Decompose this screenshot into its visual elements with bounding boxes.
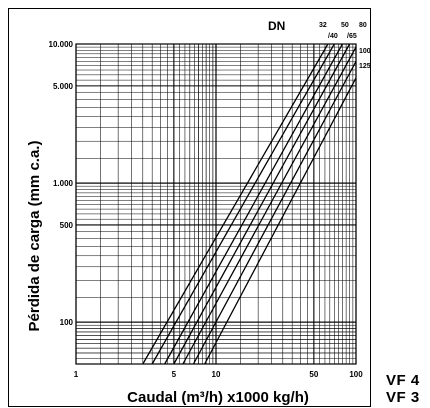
series-label-dn-50: 50 (341, 22, 349, 29)
series-label-dn-40: /40 (328, 33, 338, 40)
legend-title: DN (268, 19, 285, 33)
series-label-dn-32: 32 (319, 22, 327, 29)
series-line-dn-32 (142, 43, 329, 365)
side-label-vf3: VF 3 (386, 389, 420, 406)
series-label-dn-80: 80 (359, 22, 367, 29)
x-tick-label: 100 (349, 370, 363, 379)
y-tick-labels: 100 500 1.000 5.000 10.000 (49, 40, 74, 327)
y-tick-label: 10.000 (49, 40, 74, 49)
series-label-dn-65: /65 (347, 33, 357, 40)
series-line-dn-50 (164, 43, 344, 365)
x-tick-labels: 1 5 10 50 100 (74, 370, 363, 379)
outer-frame (8, 8, 371, 407)
y-tick-label: 100 (60, 318, 74, 327)
series-line-dn-125 (204, 77, 357, 365)
x-tick-label: 5 (172, 370, 177, 379)
series-line-dn-40 (151, 43, 335, 365)
series-label-dn-125: 125 (359, 63, 371, 70)
x-tick-label: 10 (212, 370, 221, 379)
plot-area (75, 43, 357, 365)
y-axis-title: Pérdida de carga (mm c.a.) (26, 141, 43, 332)
x-tick-label: 50 (309, 370, 318, 379)
y-tick-label: 500 (60, 221, 74, 230)
y-tick-label: 1.000 (53, 179, 74, 188)
x-axis-title: Caudal (m³/h) x1000 kg/h) (127, 389, 309, 406)
series-lines (142, 43, 357, 365)
series-label-dn-100: 100 (359, 48, 371, 55)
side-label-vf4: VF 4 (386, 372, 420, 389)
y-tick-label: 5.000 (53, 82, 74, 91)
x-tick-label: 1 (74, 370, 79, 379)
series-line-dn-80 (182, 46, 357, 365)
plot-border (75, 43, 357, 365)
series-line-dn-100 (192, 61, 357, 365)
grid (75, 43, 357, 365)
series-line-dn-65 (173, 43, 351, 365)
